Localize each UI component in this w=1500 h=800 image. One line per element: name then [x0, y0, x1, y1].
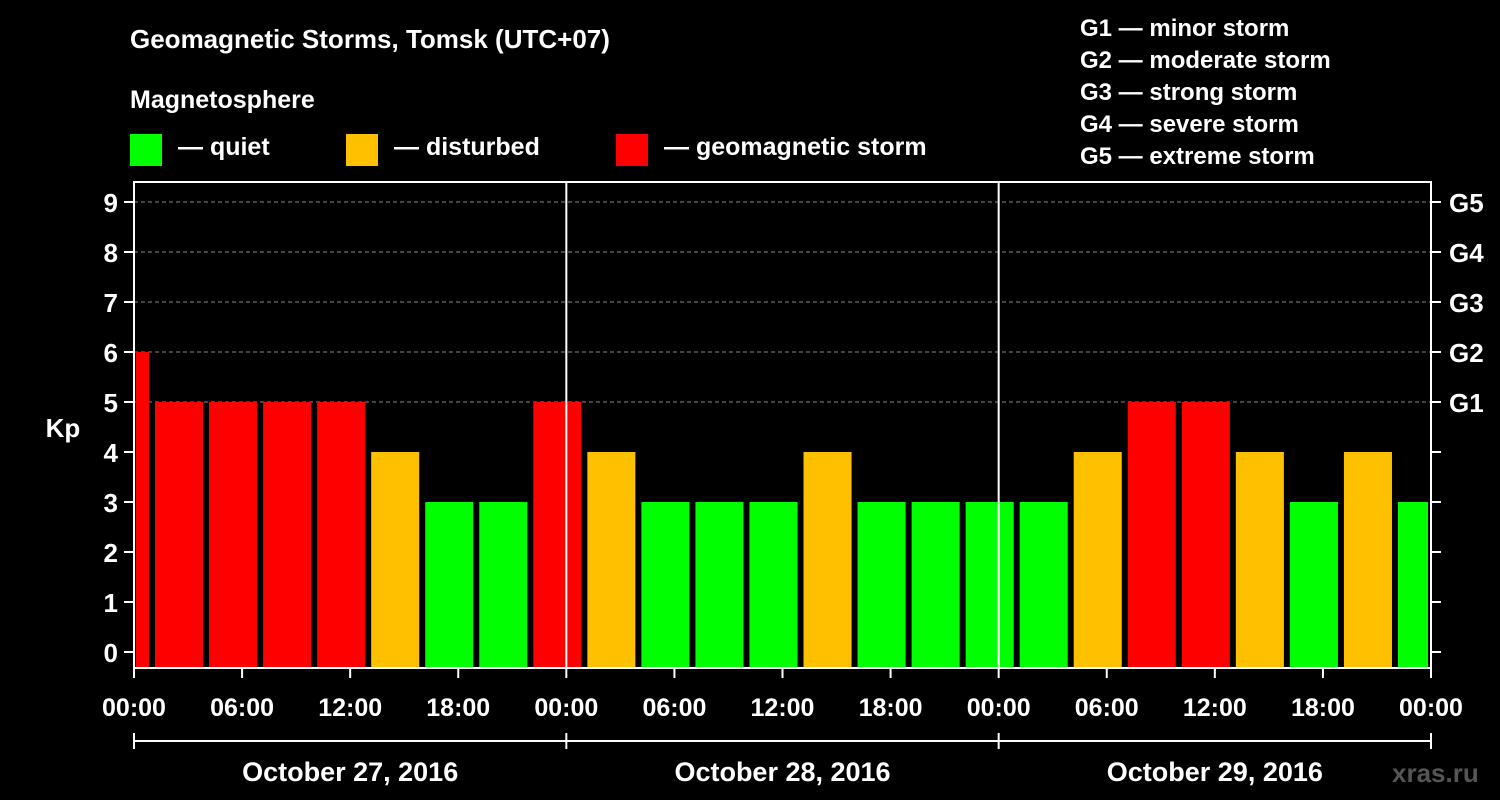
kp-bar — [155, 402, 204, 668]
legend-label-disturbed: — disturbed — [394, 133, 540, 161]
g-tick-label: G5 — [1449, 188, 1484, 218]
g-tick-label: G3 — [1449, 288, 1484, 318]
day-label: October 27, 2016 — [242, 757, 458, 787]
storm-scale-g1: G1 — minor storm — [1080, 15, 1290, 42]
day-label: October 28, 2016 — [674, 757, 890, 787]
kp-bar — [641, 502, 690, 668]
kp-bar — [479, 502, 528, 668]
x-tick-label: 00:00 — [1399, 694, 1463, 722]
chart-title: Geomagnetic Storms, Tomsk (UTC+07) — [130, 24, 610, 54]
kp-bar — [1235, 452, 1284, 668]
y-tick-label: 5 — [104, 388, 118, 418]
kp-bar — [263, 402, 312, 668]
y-tick-label: 3 — [104, 488, 118, 518]
y-tick-label: 9 — [104, 188, 118, 218]
day-label: October 29, 2016 — [1107, 757, 1323, 787]
x-tick-label: 18:00 — [1291, 694, 1355, 722]
kp-bar — [911, 502, 960, 668]
g-tick-label: G4 — [1449, 238, 1484, 268]
magnetosphere-label: Magnetosphere — [130, 86, 315, 114]
y-tick-label: 2 — [104, 538, 118, 568]
kp-bar — [371, 452, 420, 668]
kp-bar — [1181, 402, 1230, 668]
y-tick-label: 1 — [104, 588, 118, 618]
legend-label-storm: — geomagnetic storm — [664, 133, 927, 161]
kp-bar — [1289, 502, 1338, 668]
g-tick-label: G1 — [1449, 388, 1484, 418]
storm-scale-g5: G5 — extreme storm — [1080, 143, 1315, 170]
x-tick-label: 06:00 — [210, 694, 274, 722]
legend-swatch-quiet — [130, 134, 162, 166]
kp-bar — [587, 452, 636, 668]
x-tick-label: 12:00 — [1183, 694, 1247, 722]
x-tick-label: 18:00 — [859, 694, 923, 722]
kp-bar — [1019, 502, 1068, 668]
kp-bar — [136, 352, 150, 668]
kp-bar — [1127, 402, 1176, 668]
x-tick-label: 00:00 — [967, 694, 1031, 722]
x-tick-label: 00:00 — [534, 694, 598, 722]
y-tick-label: 7 — [104, 288, 118, 318]
kp-bar — [317, 402, 366, 668]
x-tick-label: 06:00 — [642, 694, 706, 722]
kp-bar — [857, 502, 906, 668]
y-tick-label: 8 — [104, 238, 118, 268]
legend-label-quiet: — quiet — [178, 133, 270, 161]
kp-bar — [803, 452, 852, 668]
storm-scale-g4: G4 — severe storm — [1080, 111, 1299, 138]
kp-bar — [1397, 502, 1428, 668]
x-tick-label: 12:00 — [751, 694, 815, 722]
x-tick-label: 06:00 — [1075, 694, 1139, 722]
x-tick-label: 12:00 — [318, 694, 382, 722]
y-tick-label: 4 — [104, 438, 119, 468]
kp-bar — [425, 502, 474, 668]
g-tick-label: G2 — [1449, 338, 1484, 368]
kp-bar — [749, 502, 798, 668]
storm-scale-g2: G2 — moderate storm — [1080, 47, 1331, 74]
storm-scale-g3: G3 — strong storm — [1080, 79, 1298, 106]
kp-bar — [209, 402, 258, 668]
y-tick-label: 6 — [104, 338, 118, 368]
legend-swatch-storm — [616, 134, 648, 166]
y-tick-label: 0 — [104, 638, 118, 668]
legend-swatch-disturbed — [346, 134, 378, 166]
x-tick-label: 18:00 — [426, 694, 490, 722]
y-axis-label: Kp — [46, 413, 81, 443]
kp-bar — [533, 402, 582, 668]
kp-bar — [1343, 452, 1392, 668]
x-tick-label: 00:00 — [102, 694, 166, 722]
watermark: xras.ru — [1392, 758, 1479, 788]
kp-bar — [965, 502, 1014, 668]
kp-bar — [1073, 452, 1122, 668]
kp-bar — [695, 502, 744, 668]
